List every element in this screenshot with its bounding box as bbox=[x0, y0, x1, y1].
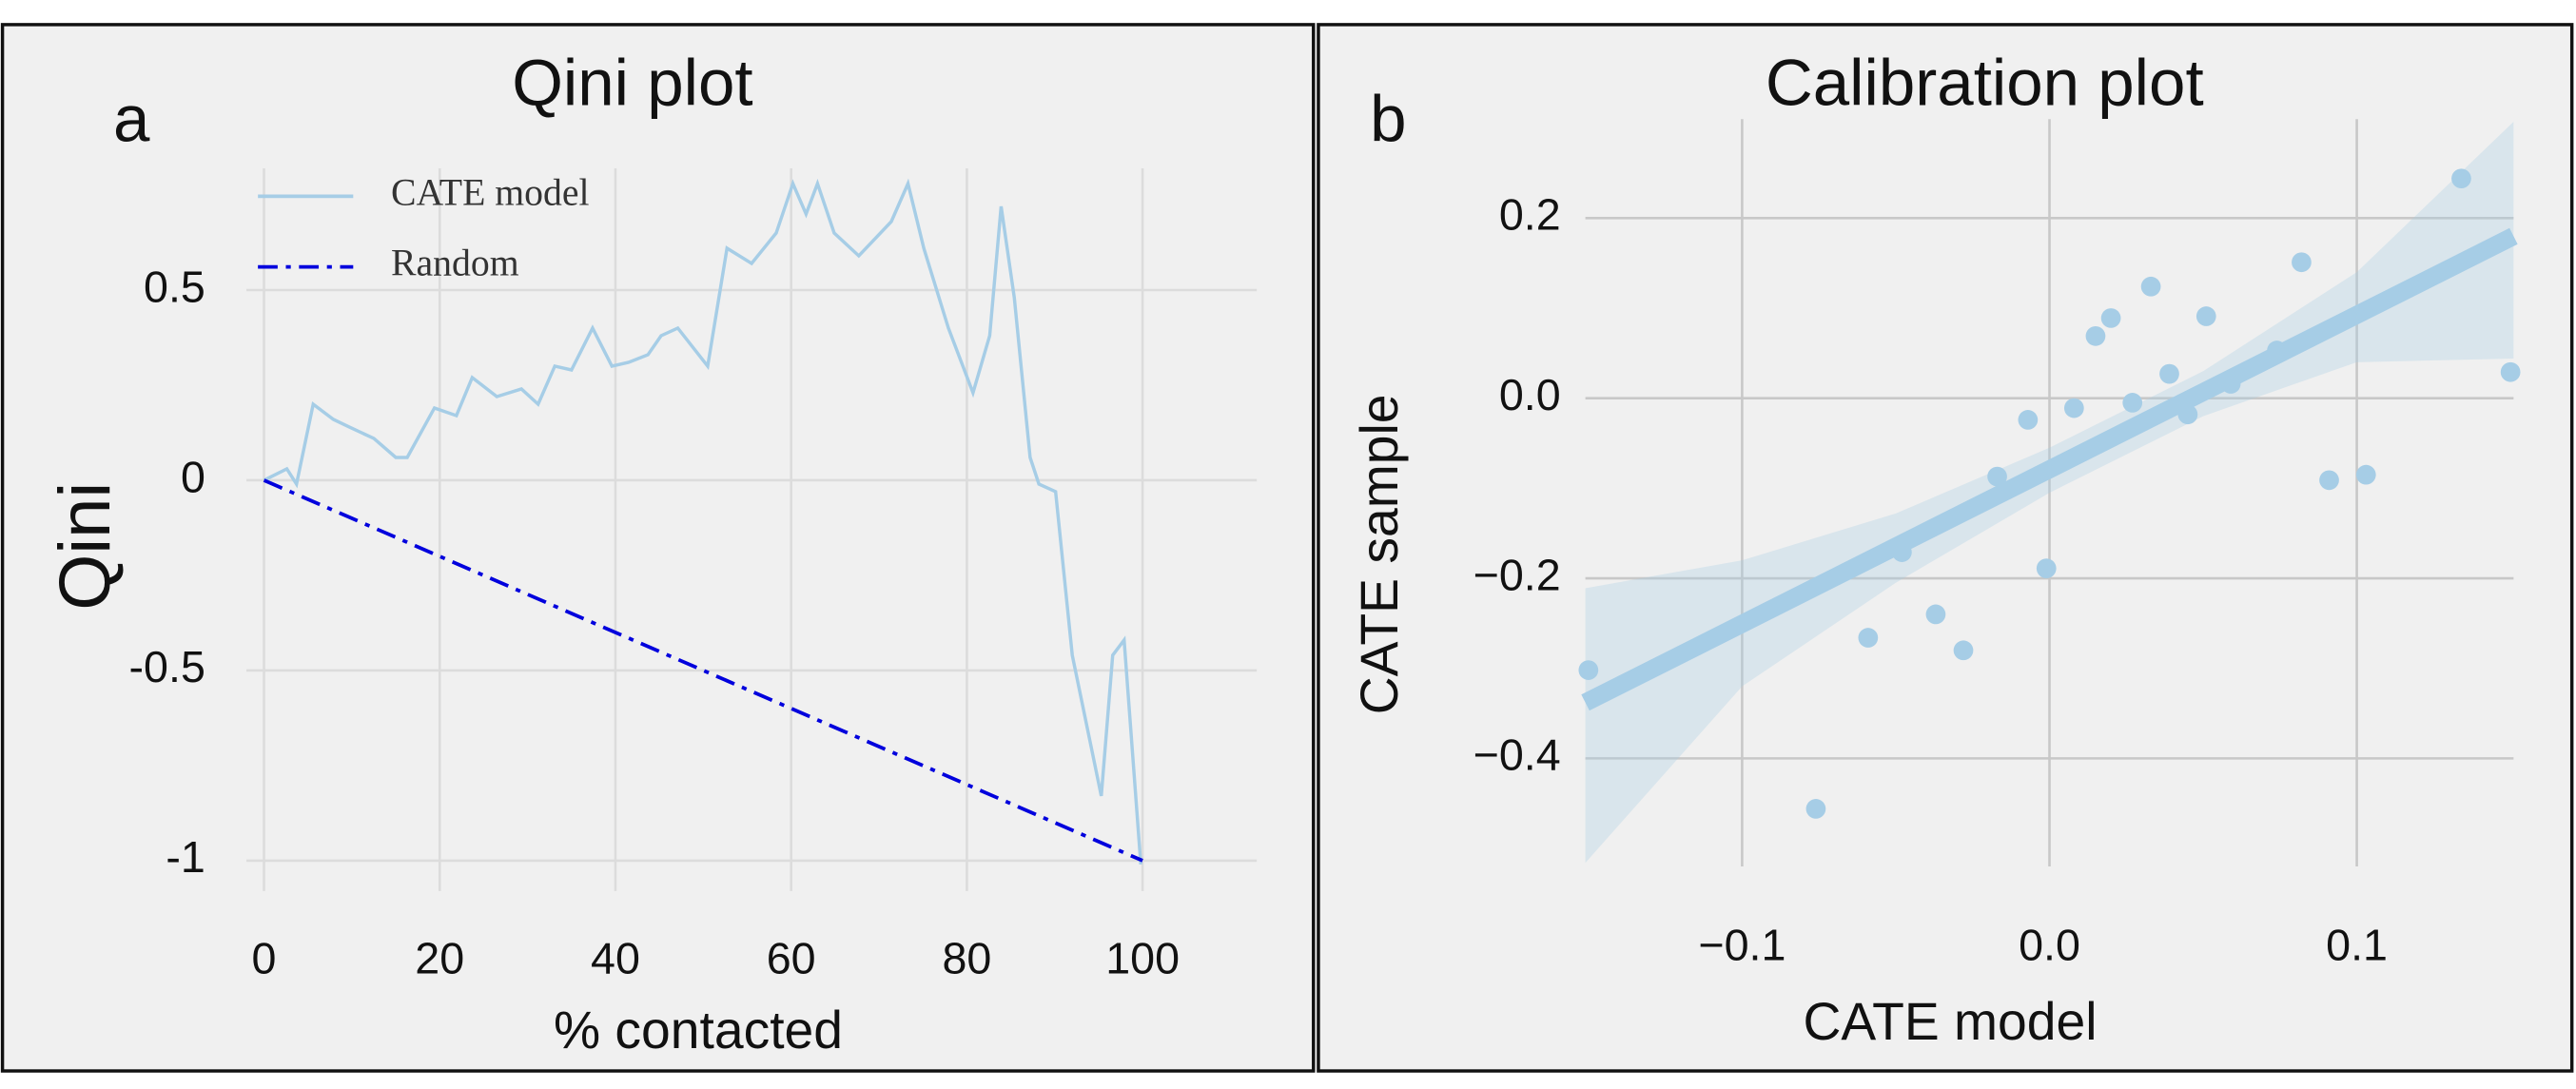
scatter-point bbox=[2451, 168, 2471, 189]
scatter-point bbox=[1578, 660, 1599, 680]
x-axis-label: % contacted bbox=[554, 1001, 843, 1060]
y-tick-label: -0.5 bbox=[129, 642, 205, 691]
chart-title: Calibration plot bbox=[1766, 46, 2204, 120]
panel-letter: a bbox=[113, 82, 150, 156]
x-tick-label: 60 bbox=[767, 933, 816, 982]
panel-frame bbox=[1317, 23, 2574, 1073]
x-tick-label: −0.1 bbox=[1698, 921, 1786, 970]
scatter-point bbox=[2018, 410, 2039, 430]
scatter-point bbox=[2085, 326, 2106, 346]
scatter-point bbox=[2063, 398, 2084, 418]
chart-title: Qini plot bbox=[512, 46, 752, 120]
x-tick-label: 20 bbox=[415, 933, 464, 982]
x-tick-label: 0.0 bbox=[2019, 921, 2080, 970]
scatter-point bbox=[1925, 604, 1946, 625]
scatter-point bbox=[2159, 363, 2179, 384]
scatter-point bbox=[2036, 558, 2057, 578]
confidence-band bbox=[1585, 122, 2514, 864]
x-tick-label: 40 bbox=[591, 933, 640, 982]
legend-label: Random bbox=[391, 243, 519, 284]
y-tick-label: −0.2 bbox=[1473, 550, 1561, 599]
scatter-point bbox=[2267, 340, 2287, 360]
panel-letter: b bbox=[1370, 82, 1406, 156]
series-line bbox=[263, 478, 1143, 863]
regression-line bbox=[1581, 227, 2518, 711]
scatter-point bbox=[2100, 308, 2121, 328]
legend-label: CATE model bbox=[391, 171, 590, 213]
scatter-point bbox=[1805, 799, 1826, 819]
scatter-point bbox=[2220, 374, 2241, 394]
y-tick-label: 0.0 bbox=[1499, 370, 1561, 419]
x-tick-label: 0 bbox=[252, 933, 277, 982]
scatter-point bbox=[2122, 393, 2143, 413]
scatter-point bbox=[2292, 252, 2312, 273]
series-line bbox=[263, 178, 1142, 865]
scatter-point bbox=[2177, 404, 2198, 425]
scatter-point bbox=[2319, 470, 2339, 491]
y-axis-label: Qini bbox=[45, 482, 126, 611]
y-tick-label: 0.5 bbox=[144, 262, 205, 311]
x-tick-label: 100 bbox=[1105, 933, 1180, 982]
scatter-point bbox=[2140, 276, 2161, 297]
scatter-point bbox=[1987, 466, 2007, 487]
scatter-point bbox=[2500, 361, 2521, 382]
scatter-point bbox=[1858, 628, 1879, 648]
x-axis-label: CATE model bbox=[1803, 992, 2097, 1051]
scatter-point bbox=[2355, 464, 2376, 485]
x-tick-label: 80 bbox=[942, 933, 991, 982]
scatter-point bbox=[1953, 640, 1974, 661]
y-tick-label: −0.4 bbox=[1473, 730, 1561, 780]
y-tick-label: -1 bbox=[166, 832, 205, 882]
scatter-point bbox=[2195, 306, 2216, 326]
x-tick-label: 0.1 bbox=[2326, 921, 2388, 970]
panel-frame bbox=[0, 23, 1316, 1073]
scatter-point bbox=[1892, 542, 1912, 562]
y-axis-label: CATE sample bbox=[1350, 395, 1409, 715]
y-tick-label: 0 bbox=[181, 452, 205, 501]
y-tick-label: 0.2 bbox=[1499, 190, 1561, 240]
